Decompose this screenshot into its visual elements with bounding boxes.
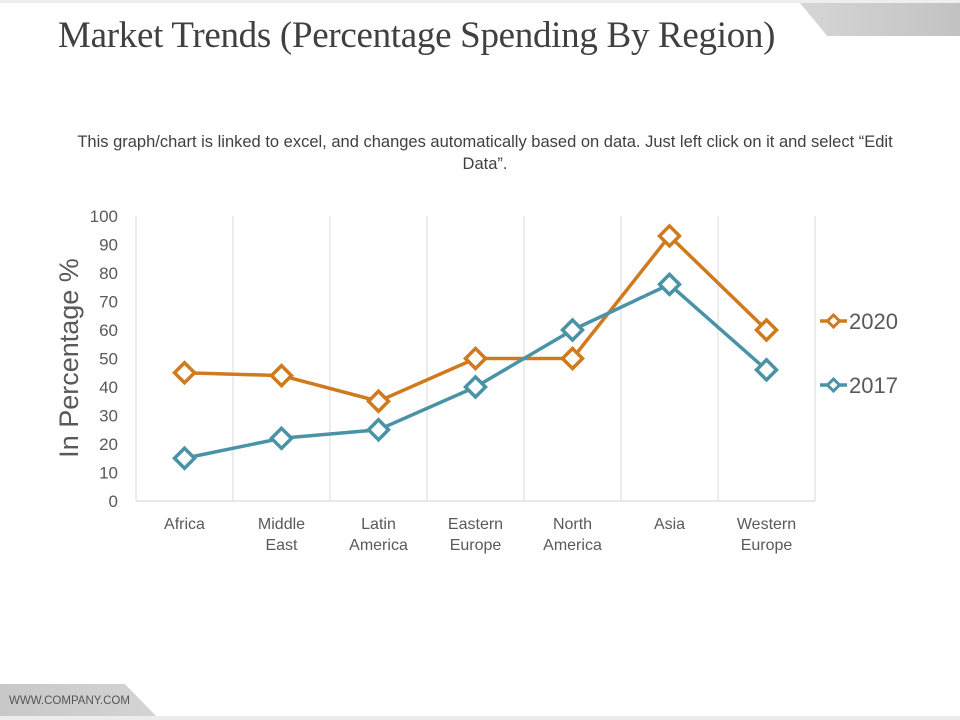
x-category-label: Middle: [258, 516, 305, 533]
x-category-label: East: [265, 537, 298, 554]
data-point-2020: [657, 223, 682, 249]
corner-decoration: [800, 3, 960, 36]
data-point-2020: [172, 360, 197, 386]
y-tick-label: 40: [99, 378, 118, 397]
y-tick-label: 10: [99, 464, 118, 483]
data-point-2020: [366, 388, 391, 414]
x-category-label: Europe: [450, 537, 502, 554]
footer-strip: [0, 716, 960, 720]
x-category-label: Eastern: [448, 516, 503, 533]
y-tick-label: 60: [99, 321, 118, 340]
x-category-label: America: [349, 537, 408, 554]
legend-label-2017: 2017: [849, 373, 898, 398]
data-point-2017: [560, 317, 585, 343]
y-tick-label: 90: [99, 236, 118, 255]
x-category-label: America: [543, 537, 602, 554]
data-point-2017: [754, 357, 779, 383]
data-point-2017: [657, 271, 682, 297]
data-point-2020: [463, 346, 488, 371]
data-point-2017: [463, 374, 488, 400]
data-point-2020: [560, 346, 585, 371]
x-category-label: North: [553, 516, 592, 533]
y-tick-label: 20: [99, 435, 118, 454]
x-category-label: Europe: [741, 537, 793, 554]
y-tick-label: 0: [109, 492, 118, 511]
data-point-2017: [172, 445, 197, 471]
legend-marker-2017: [825, 376, 842, 394]
data-point-2017: [366, 417, 391, 443]
data-point-2020: [269, 363, 294, 389]
footer-url: WWW.COMPANY.COM: [9, 695, 130, 707]
slide-subtitle: This graph/chart is linked to excel, and…: [77, 133, 893, 173]
x-category-label: Asia: [654, 516, 685, 533]
y-tick-label: 70: [99, 293, 118, 312]
y-tick-label: 80: [99, 264, 118, 283]
y-axis-title: In Percentage %: [54, 258, 84, 458]
series-line-2017: [184, 282, 768, 460]
y-tick-label: 50: [99, 350, 118, 369]
data-point-2020: [754, 317, 779, 343]
legend-marker-2020: [825, 312, 842, 330]
top-border-strip: [0, 0, 960, 3]
x-category-label: Western: [737, 516, 796, 533]
legend-label-2020: 2020: [849, 309, 898, 334]
y-tick-label: 100: [90, 207, 118, 226]
y-tick-label: 30: [99, 407, 118, 426]
data-point-2017: [269, 425, 294, 451]
x-category-label: Latin: [361, 516, 396, 533]
x-category-label: Africa: [164, 516, 205, 533]
slide-title: Market Trends (Percentage Spending By Re…: [58, 15, 776, 56]
